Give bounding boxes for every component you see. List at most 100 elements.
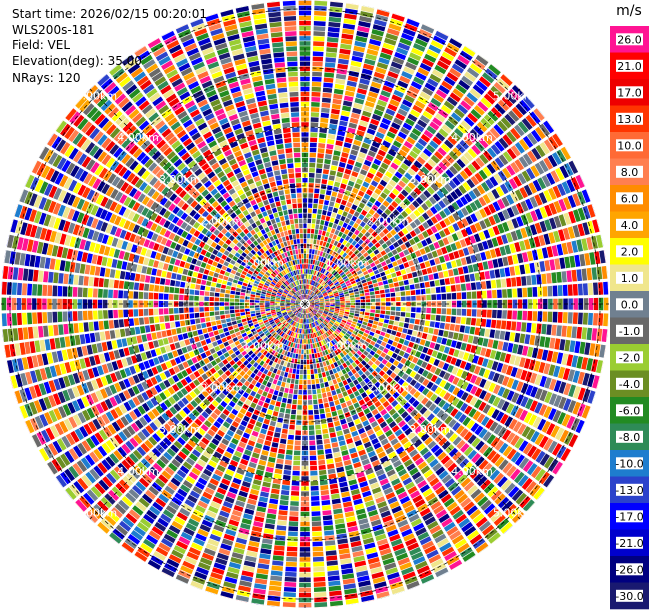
radar-gate [47, 312, 52, 323]
radar-gate [184, 289, 189, 294]
radar-gate [129, 282, 134, 290]
radar-gate [128, 309, 133, 317]
radar-gate [285, 31, 297, 36]
radar-gate [370, 295, 375, 298]
radar-gate [134, 318, 139, 326]
radar-gate [215, 311, 220, 315]
radar-gate [314, 26, 326, 31]
radar-gate [179, 295, 184, 300]
radar-gate [307, 229, 310, 234]
radar-gate [205, 317, 210, 322]
radar-gate [320, 118, 328, 123]
radar-gate [291, 112, 299, 117]
radar-gate [425, 282, 430, 288]
radar-gate [114, 320, 119, 328]
radar-gate [78, 287, 83, 297]
radar-gate [260, 305, 265, 307]
radar-gate [301, 254, 303, 259]
radar-gate [209, 307, 214, 311]
radar-gate [308, 193, 313, 198]
radar-gate [195, 318, 200, 323]
radar-gate [588, 283, 593, 295]
radar-gate [285, 194, 290, 199]
radar-gate [311, 117, 319, 122]
radar-gate [154, 293, 159, 300]
radar-gate [73, 287, 78, 297]
radar-gate [487, 290, 492, 298]
radar-gate [233, 0, 247, 3]
radar-gate [225, 310, 230, 314]
radar-gate [149, 309, 154, 316]
radar-gate [452, 293, 457, 300]
radar-gate [68, 287, 73, 297]
radar-gate [109, 320, 114, 329]
radar-gate [119, 319, 124, 327]
radar-gate [108, 290, 113, 298]
radar-gate [286, 199, 291, 204]
radar-gate [284, 16, 296, 21]
radar-gate [548, 286, 553, 297]
radar-gate [292, 199, 297, 204]
radar-gate [307, 224, 311, 229]
radar-gate [307, 239, 310, 244]
radar-gate [522, 288, 527, 298]
radar-gate [391, 297, 396, 301]
radar-gate [180, 321, 185, 327]
radar-gate [285, 148, 292, 153]
radar-gate [265, 305, 270, 307]
radar-gate [170, 322, 175, 328]
radar-gate [401, 297, 406, 301]
radar-gate [114, 280, 119, 288]
radar-gate [0, 298, 1, 311]
radar-gate [310, 244, 313, 249]
radar-gate [149, 293, 154, 300]
radar-gate [149, 317, 154, 324]
radar-gate [311, 112, 319, 117]
radar-gate [115, 550, 128, 561]
radar-gate [461, 284, 466, 291]
radar-gate [317, 214, 321, 219]
radar-gate [0, 249, 1, 263]
radar-gate [290, 92, 299, 97]
radar-gate [57, 102, 69, 115]
radar-gate [411, 296, 416, 301]
radar-gate [63, 286, 68, 296]
radar-gate [235, 299, 240, 302]
radar-gate [90, 67, 103, 79]
radar-gate [597, 201, 605, 215]
radar-gate [292, 132, 299, 137]
radar-gate [139, 292, 144, 299]
radar-gate [481, 281, 486, 289]
radar-gate [290, 102, 299, 107]
radar-gate [159, 286, 164, 292]
radar-gate [278, 93, 287, 98]
radar-gate [322, 93, 331, 98]
radar-gate [5, 393, 13, 407]
radar-gate [190, 319, 195, 324]
radar-gate [99, 278, 104, 287]
radar-gate [179, 308, 184, 313]
radar-gate [169, 308, 174, 314]
radar-gate [311, 107, 319, 112]
radar-gate [225, 306, 230, 310]
radar-gate [52, 286, 57, 297]
radar-gate [215, 307, 220, 311]
radar-gate [447, 293, 452, 299]
radar-gate [10, 409, 19, 423]
radar-gate [472, 291, 477, 298]
radar-gate [457, 293, 462, 300]
radar-gate [598, 282, 603, 295]
radar-gate [558, 285, 563, 296]
radar-gate [294, 153, 301, 158]
radar-gate [310, 158, 316, 163]
radar-gate [103, 310, 108, 319]
radar-gate [316, 173, 322, 178]
radar-gate [481, 47, 494, 58]
radar-gate [174, 315, 179, 321]
radar-gate [27, 284, 32, 296]
radar-gate [292, 204, 297, 209]
radar-gate [435, 280, 440, 286]
radar-gate [386, 298, 391, 302]
radar-gate [194, 307, 199, 312]
radar-gate [287, 51, 298, 56]
